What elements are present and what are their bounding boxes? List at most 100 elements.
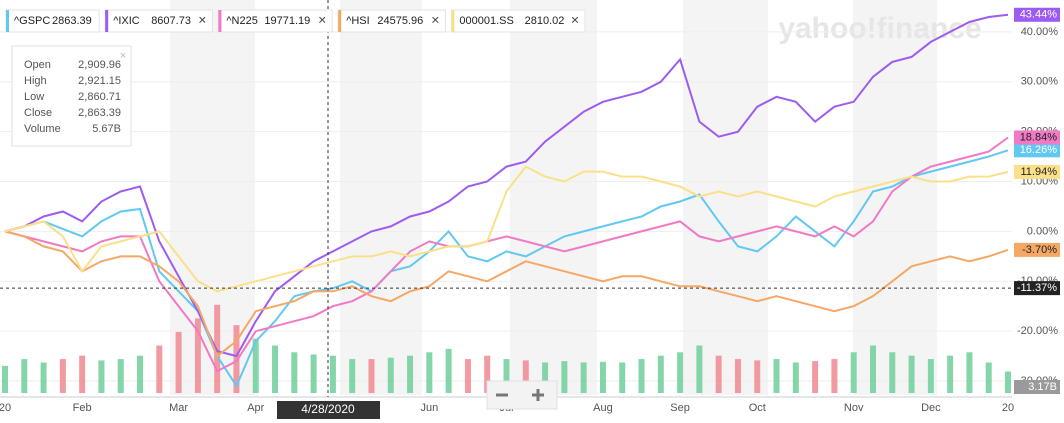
volume [2,304,1011,393]
volume-bar [291,352,298,393]
tooltip-rows: Open 2,909.96 High 2,921.15 Low 2,860.71 Close… [24,59,121,135]
zoom-controls [486,380,558,410]
badge [1014,380,1060,394]
volume-bar [2,365,8,393]
volume-bar [272,345,279,393]
volume-bar [21,359,28,393]
legend-value: 2810.02 [525,15,565,27]
y-labels: -30.00%-20.00%-10.00%0.00%10.00%20.00%30… [1017,26,1058,387]
badge-label: 18.84% [1020,131,1058,143]
x-tick-label: Feb [73,402,92,414]
x-tick-label: Dec [921,402,941,414]
legend-value: 19771.19 [264,15,310,27]
series-line [4,149,1009,389]
y-tick-label: 0.00% [1027,225,1058,237]
volume-bar [947,355,954,393]
volume-bar [889,352,896,393]
tooltip-label: Open [24,59,51,71]
volume-bar [657,355,664,393]
chip-swatch [6,10,9,32]
badge [1014,164,1060,179]
legend-value: 24575.96 [377,15,423,27]
badges: 16.26% 43.44% 18.84% -3.70% 11.94% -11.37% 3.1… [0,7,1060,394]
band [170,0,255,395]
volume-bar [59,359,66,393]
legend-name: 000001.SS [459,15,513,27]
crosshair-date-box [277,401,380,419]
volume-bar [40,362,47,393]
tooltip-value: 5.67B [92,123,121,135]
legend-value: 2863.39 [52,15,92,27]
volume-bar [812,361,819,393]
volume-bar [850,352,857,393]
tooltip-close[interactable]: × [120,50,126,62]
chip-close[interactable]: × [198,12,206,28]
legend-chip[interactable]: ^GSPC 2863.39 [5,9,100,33]
volume-bar [985,362,992,393]
series-line [4,136,1009,373]
tooltip-value: 2,909.96 [78,59,121,71]
crosshair-date: 4/28/2020 [277,401,380,419]
tooltip-label: Volume [24,123,61,135]
volume-bar [619,362,626,393]
volume-bar [966,352,973,393]
volume-bar [156,345,163,393]
chip-close[interactable]: × [571,12,579,28]
legend: ^GSPC 2863.39 ^IXIC 8607.73 × ^N225 19771.19 × ^… [5,9,586,33]
band [510,0,597,395]
legend-chip[interactable]: 000001.SS 2810.02 × [450,9,586,33]
badge-label: 11.94% [1021,166,1058,178]
band [683,0,768,395]
legend-name: ^GSPC [14,15,50,27]
x-tick-label: Mar [169,402,188,414]
tooltip-value: 2,863.39 [78,107,121,119]
series-line [4,13,1009,358]
volume-bar [233,325,240,393]
volume-bar [329,355,336,393]
band [340,0,422,395]
tooltip-label: Close [24,107,52,119]
badge [1014,143,1060,158]
crosshair-date-label: 4/28/2020 [301,402,355,416]
volume-bar [368,359,375,393]
volume-bar [407,355,414,393]
watermark: yahoo!finance [778,12,981,45]
legend-chip[interactable]: ^HSI 24575.96 × [337,9,446,33]
volume-bar [194,318,201,393]
badge [1014,281,1060,296]
legend-name: ^IXIC [113,15,140,27]
series-line [4,165,1009,293]
legend-value: 8607.73 [151,15,191,27]
badge [1014,7,1060,22]
volume-bar [715,355,722,393]
x-tick-label: Apr [247,402,264,414]
volume-bar [1005,371,1011,393]
x-tick-label: Oct [749,402,766,414]
tooltip-value: 2,860.71 [78,91,121,103]
legend-name: ^HSI [346,15,370,27]
volume-bar [773,359,780,393]
badge [1014,242,1060,257]
volume-bar [79,355,86,393]
chip-close[interactable]: × [318,12,326,28]
volume-bar [310,354,317,393]
chip-swatch [338,10,342,32]
series-line [4,230,1009,358]
tooltip-label: Low [24,91,44,103]
volume-bar [117,359,124,393]
volume-bar [349,359,356,393]
volume-bar [542,362,549,393]
volume-bar [677,352,684,393]
volume-bar [426,352,433,393]
volume-bar [869,345,876,393]
legend-chip[interactable]: ^N225 19771.19 × [217,9,333,33]
volume-bar [445,348,452,393]
volume-bar [792,362,799,393]
volume-bar [464,359,471,393]
legend-chip[interactable]: ^IXIC 8607.73 × [104,9,213,33]
badge-label: 16.26% [1020,144,1058,156]
x-labels: 20FebMarAprJunJulAugSepOctNovDec20 [0,402,1014,414]
volume-bar [580,362,587,393]
chip-close[interactable]: × [431,12,439,28]
